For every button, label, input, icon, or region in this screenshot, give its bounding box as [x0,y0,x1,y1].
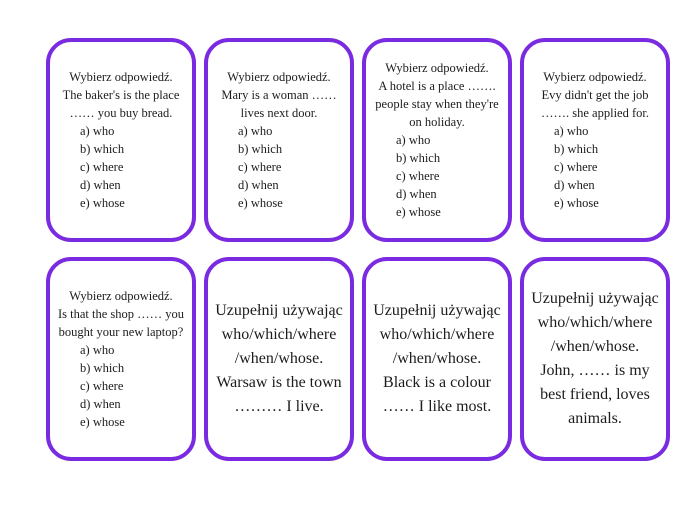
answer-option-c: c) where [80,379,124,393]
task-card-7: Uzupełnij używając who/which/where /when… [362,257,512,461]
question-line: lives next door. [240,106,318,120]
question-line: /when/whose. [234,350,324,367]
task-card-5: Wybierz odpowiedź. Is that the shop …… y… [46,257,196,461]
question-line: who/which/where [379,326,495,343]
answer-options: a) who b) which c) where d) when e) whos… [208,122,350,212]
question-line: Uzupełnij używając [215,302,343,319]
answer-option-e: e) whose [80,196,125,210]
question-line: best friend, loves [540,386,650,403]
answer-option-a: a) who [80,343,115,357]
question-line: /when/whose. [550,338,640,355]
answer-options: a) who b) which c) where d) when e) whos… [50,122,192,212]
task-card-8: Uzupełnij używając who/which/where /when… [520,257,670,461]
question-line: Wybierz odpowiedź. [69,70,173,84]
answer-options: a) who b) which c) where d) when e) whos… [50,341,192,431]
question-line: Wybierz odpowiedź. [69,289,173,303]
question-line: Wybierz odpowiedź. [385,61,489,75]
card-content: Wybierz odpowiedź. Mary is a woman …… li… [208,68,350,212]
answer-option-b: b) which [554,142,599,156]
answer-option-d: d) when [80,397,121,411]
question-line: animals. [568,410,622,427]
question-line: ……. she applied for. [541,106,649,120]
question-line: The baker's is the place [62,88,180,102]
question-line: Is that the shop …… you [57,307,185,321]
question-line: …… you buy bread. [69,106,173,120]
answer-option-d: d) when [80,178,121,192]
question-line: bought your new laptop? [58,325,184,339]
answer-option-d: d) when [238,178,279,192]
question-line: who/which/where [221,326,337,343]
question-line: Uzupełnij używając [531,290,659,307]
answer-option-a: a) who [80,124,115,138]
question-line: Wybierz odpowiedź. [227,70,331,84]
answer-options: a) who b) which c) where d) when e) whos… [366,131,508,221]
card-content: Wybierz odpowiedź. The baker's is the pl… [50,68,192,212]
card-content: Wybierz odpowiedź. Is that the shop …… y… [50,287,192,431]
question-line: Black is a colour [383,374,491,391]
answer-option-a: a) who [238,124,273,138]
question-line: Uzupełnij używając [373,302,501,319]
card-content: Wybierz odpowiedź. A hotel is a place ……… [366,59,508,221]
question-line: Warsaw is the town [216,374,342,391]
card-grid: Wybierz odpowiedź. The baker's is the pl… [46,38,670,461]
question-line: Wybierz odpowiedź. [543,70,647,84]
task-card-6: Uzupełnij używając who/which/where /when… [204,257,354,461]
answer-option-b: b) which [80,142,125,156]
question-line: Evy didn't get the job [541,88,649,102]
answer-option-e: e) whose [396,205,441,219]
answer-option-b: b) which [238,142,283,156]
answer-option-c: c) where [554,160,598,174]
task-card-4: Wybierz odpowiedź. Evy didn't get the jo… [520,38,670,242]
task-card-2: Wybierz odpowiedź. Mary is a woman …… li… [204,38,354,242]
question-line: ……… I live. [234,398,324,415]
task-card-3: Wybierz odpowiedź. A hotel is a place ……… [362,38,512,242]
answer-option-a: a) who [396,133,431,147]
answer-option-c: c) where [238,160,282,174]
question-line: who/which/where [537,314,653,331]
answer-option-a: a) who [554,124,589,138]
answer-option-d: d) when [396,187,437,201]
answer-option-e: e) whose [554,196,599,210]
question-line: A hotel is a place ……. [378,79,496,93]
answer-option-d: d) when [554,178,595,192]
question-line: on holiday. [409,115,465,129]
answer-option-e: e) whose [80,415,125,429]
answer-options: a) who b) which c) where d) when e) whos… [524,122,666,212]
answer-option-c: c) where [80,160,124,174]
card-content: Wybierz odpowiedź. Evy didn't get the jo… [524,68,666,212]
answer-option-e: e) whose [238,196,283,210]
question-line: people stay when they're [375,97,499,111]
question-line: Mary is a woman …… [221,88,337,102]
question-line: …… I like most. [382,398,492,415]
answer-option-b: b) which [80,361,125,375]
card-content: Uzupełnij używając who/which/where /when… [524,287,666,431]
card-content: Uzupełnij używając who/which/where /when… [366,299,508,419]
task-card-1: Wybierz odpowiedź. The baker's is the pl… [46,38,196,242]
card-content: Uzupełnij używając who/which/where /when… [208,299,350,419]
question-line: /when/whose. [392,350,482,367]
question-line: John, …… is my [540,362,650,379]
answer-option-c: c) where [396,169,440,183]
answer-option-b: b) which [396,151,441,165]
